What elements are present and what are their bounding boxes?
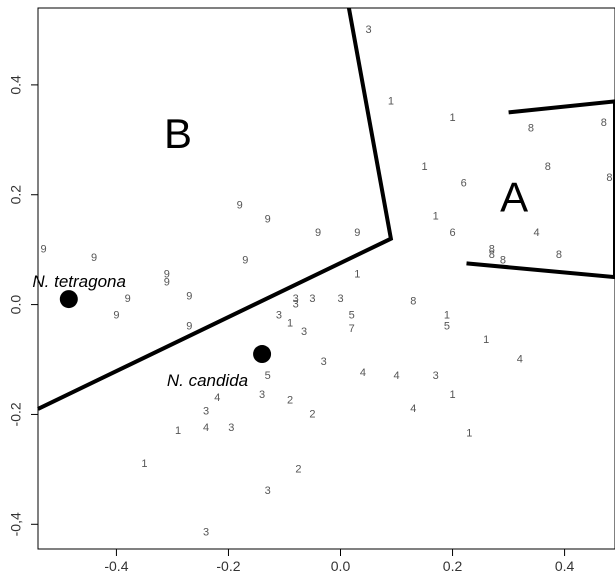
species-label: N. candida bbox=[167, 371, 248, 390]
point-label: 7 bbox=[349, 323, 355, 335]
point-label: 8 bbox=[528, 123, 534, 135]
point-label: 9 bbox=[125, 293, 131, 305]
point-label: 3 bbox=[228, 422, 234, 434]
point-label: 8 bbox=[556, 249, 562, 261]
point-label: 1 bbox=[175, 425, 181, 437]
plot-frame bbox=[37, 7, 615, 550]
point-label: 9 bbox=[354, 227, 360, 239]
point-label: 3 bbox=[309, 293, 315, 305]
point-label: 5 bbox=[444, 320, 450, 332]
x-tick-label: -0.2 bbox=[216, 558, 240, 574]
point-label: 3 bbox=[259, 389, 265, 401]
point-label: 8 bbox=[489, 249, 495, 261]
region-a-boundary bbox=[466, 99, 615, 280]
point-label: 1 bbox=[433, 211, 439, 223]
point-label: 5 bbox=[265, 370, 271, 382]
point-label: 2 bbox=[309, 408, 315, 420]
point-label: 9 bbox=[41, 244, 47, 256]
species-markers: N. tetragona N. candida bbox=[32, 272, 272, 390]
point-label: 4 bbox=[517, 353, 523, 365]
region-b-boundary bbox=[37, 7, 394, 411]
y-axis: -0,4 -0.2 0.0 0.2 0.4 bbox=[8, 75, 38, 536]
point-label: 5 bbox=[349, 309, 355, 321]
x-tick-label: 0.4 bbox=[555, 558, 575, 574]
point-label: 9 bbox=[242, 255, 248, 267]
point-label: 2 bbox=[287, 395, 293, 407]
point-label: 1 bbox=[449, 112, 455, 124]
point-label: 1 bbox=[466, 428, 472, 440]
region-b-label: B bbox=[164, 110, 192, 157]
point-label: 4 bbox=[360, 367, 366, 379]
point-label: 1 bbox=[421, 161, 427, 173]
point-label: 9 bbox=[186, 290, 192, 302]
region-a-label: A bbox=[500, 173, 528, 220]
point-label: 4 bbox=[534, 227, 540, 239]
y-tick-label: -0,4 bbox=[8, 512, 24, 536]
point-label: 3 bbox=[433, 370, 439, 382]
point-label: 9 bbox=[265, 213, 271, 225]
y-tick-label: 0.0 bbox=[8, 295, 24, 315]
point-label: 3 bbox=[276, 309, 282, 321]
species-point bbox=[59, 290, 78, 309]
point-label: 1 bbox=[444, 309, 450, 321]
point-label: 9 bbox=[186, 320, 192, 332]
point-label: 8 bbox=[410, 296, 416, 308]
point-label: 3 bbox=[301, 326, 307, 338]
point-label: 1 bbox=[388, 95, 394, 107]
point-label: 3 bbox=[293, 293, 299, 305]
point-label: 4 bbox=[203, 422, 209, 434]
point-label: 3 bbox=[321, 356, 327, 368]
point-label: 9 bbox=[164, 268, 170, 280]
point-label: 9 bbox=[315, 227, 321, 239]
point-label: 9 bbox=[113, 309, 119, 321]
point-label: 4 bbox=[410, 403, 416, 415]
y-tick-label: -0.2 bbox=[8, 402, 24, 426]
x-axis: -0.4 -0.2 0.0 0.2 0.4 bbox=[104, 549, 575, 574]
point-label: 1 bbox=[287, 318, 293, 330]
point-label: 8 bbox=[606, 172, 612, 184]
point-label: 1 bbox=[141, 458, 147, 470]
point-label: 3 bbox=[337, 293, 343, 305]
point-label: 3 bbox=[203, 406, 209, 418]
point-label: 6 bbox=[461, 178, 467, 190]
y-tick-label: 0.4 bbox=[8, 75, 24, 95]
x-tick-label: 0.2 bbox=[443, 558, 463, 574]
point-label: 9 bbox=[237, 200, 243, 212]
point-label: 9 bbox=[91, 252, 97, 264]
species-point bbox=[253, 345, 272, 364]
species-label: N. tetragona bbox=[32, 272, 126, 291]
point-label: 2 bbox=[295, 463, 301, 475]
point-label: 8 bbox=[489, 244, 495, 256]
point-label: 1 bbox=[354, 268, 360, 280]
point-label: 3 bbox=[203, 526, 209, 538]
point-label: 3 bbox=[265, 485, 271, 497]
point-label: 1 bbox=[483, 334, 489, 346]
y-tick-label: 0.2 bbox=[8, 185, 24, 205]
point-label: 9 bbox=[164, 277, 170, 289]
point-label: 4 bbox=[393, 370, 399, 382]
point-label: 8 bbox=[601, 117, 607, 129]
point-label: 8 bbox=[500, 255, 506, 267]
point-label: 6 bbox=[449, 227, 455, 239]
point-label: 4 bbox=[214, 392, 220, 404]
x-tick-label: -0.4 bbox=[104, 558, 128, 574]
point-label: 1 bbox=[449, 389, 455, 401]
x-tick-label: 0.0 bbox=[331, 558, 351, 574]
point-label: 3 bbox=[365, 24, 371, 36]
regions: AB bbox=[37, 7, 615, 411]
point-label: 3 bbox=[293, 298, 299, 310]
point-label: 8 bbox=[545, 161, 551, 173]
